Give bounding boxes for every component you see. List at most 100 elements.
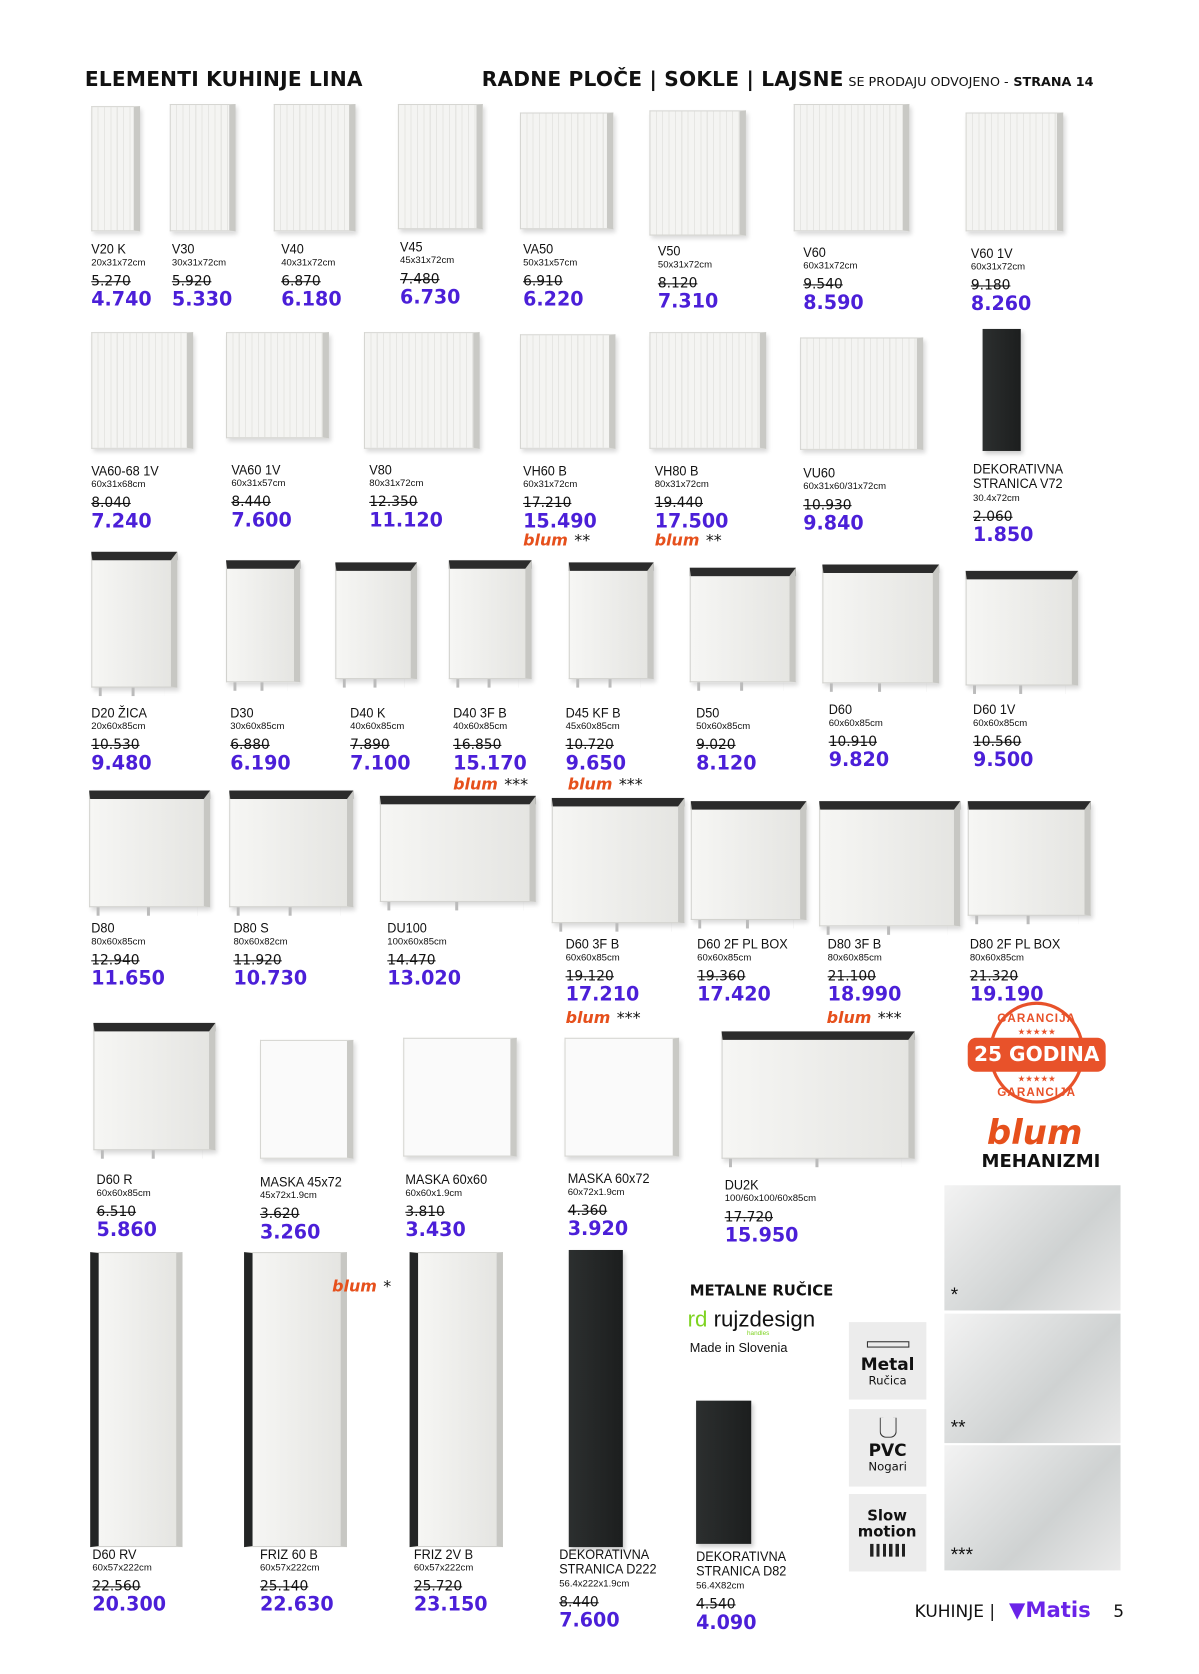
old-price: 6.910 xyxy=(523,273,563,290)
product-name: D30 xyxy=(230,704,254,721)
soft-close-bars-icon xyxy=(869,1543,906,1557)
product-dimensions: 56.4x222x1.9cm xyxy=(559,1577,630,1589)
product-item: VH60 B 60x31x72cm 17.210 15.490 xyxy=(523,464,597,532)
old-price: 16.850 xyxy=(453,737,502,754)
product-dimensions: 60x57x222cm xyxy=(92,1561,152,1573)
sale-price: 15.170 xyxy=(453,752,527,775)
product-item: D30 30x60x85cm 6.880 6.190 xyxy=(230,706,290,774)
blum-stars: ** xyxy=(705,530,722,550)
old-price: 10.930 xyxy=(803,497,852,514)
sale-price: 9.820 xyxy=(828,749,890,772)
product-name: MASKA 60x72 xyxy=(567,1170,650,1187)
product-dimensions: 60x72x1.9cm xyxy=(567,1186,625,1197)
product-dimensions: 80x31x72cm xyxy=(654,478,709,490)
sale-price: 9.500 xyxy=(973,749,1034,772)
sale-price: 7.600 xyxy=(559,1609,620,1632)
blum-badge: blum ** xyxy=(655,531,722,550)
sale-price: 17.210 xyxy=(565,983,640,1006)
right-title: RADNE PLOČE | SOKLE | LAJSNE xyxy=(481,67,844,92)
blum-logo: blum xyxy=(826,1008,872,1028)
handle-bar-icon xyxy=(866,1341,909,1348)
guarantee-stars-bottom: ★★★★★ xyxy=(1017,1073,1056,1084)
product-dimensions: 60x31x72cm xyxy=(523,478,578,490)
product-item: D80 3F B 80x60x85cm 21.100 18.990 xyxy=(828,937,902,1005)
product-dimensions: 80x60x82cm xyxy=(233,935,288,947)
old-price: 11.920 xyxy=(233,952,282,969)
old-price: 2.060 xyxy=(973,509,1013,526)
product-image xyxy=(91,106,141,232)
old-price: 10.530 xyxy=(91,737,140,754)
product-name: D60 2F PL BOX xyxy=(697,935,788,952)
blum-badge: blum *** xyxy=(566,1008,641,1027)
product-image xyxy=(259,1039,354,1159)
old-price: 7.890 xyxy=(350,737,390,754)
sale-price: 8.590 xyxy=(803,291,864,315)
mechanism-photo-3: *** xyxy=(944,1445,1121,1571)
product-item: VU60 60x31x60/31x72cm 10.930 9.840 xyxy=(803,466,886,534)
rujzdesign-logo: rd rujzdesign handles xyxy=(688,1307,816,1337)
sale-price: 3.920 xyxy=(567,1218,629,1241)
old-price: 9.180 xyxy=(970,278,1011,294)
product-name: VH60 B xyxy=(523,462,567,479)
old-price: 21.320 xyxy=(969,968,1019,985)
old-price: 6.880 xyxy=(230,737,270,754)
brand-name: rujzdesign xyxy=(713,1307,816,1332)
photo-stars: ** xyxy=(950,1416,966,1438)
product-dimensions: 30.4x72cm xyxy=(973,492,1020,503)
product-name: D60 1V xyxy=(973,701,1016,718)
feature-metal: Metal Ručica xyxy=(848,1322,927,1400)
sale-price: 6.220 xyxy=(523,288,584,311)
sale-price: 9.840 xyxy=(803,512,864,535)
product-item: MASKA 60x60 60x60x1.9cm 3.810 3.430 xyxy=(405,1173,494,1241)
old-price: 19.360 xyxy=(697,968,746,985)
old-price: 14.470 xyxy=(387,952,436,969)
product-dimensions: 56.4X82cm xyxy=(696,1579,745,1591)
product-dimensions: 40x60x85cm xyxy=(350,720,405,732)
product-name: VH80 B xyxy=(654,462,699,479)
product-name: V20 K xyxy=(91,240,126,257)
product-name: D80 2F PL BOX xyxy=(969,935,1061,952)
sale-price: 4.740 xyxy=(91,288,152,311)
feature-slow-motion: Slow motion xyxy=(848,1494,927,1572)
sale-price: 11.120 xyxy=(369,509,443,532)
sale-price: 9.650 xyxy=(565,752,626,775)
product-item: V40 40x31x72cm 6.870 6.180 xyxy=(281,242,341,310)
product-dimensions: 80x60x85cm xyxy=(91,935,146,947)
sale-price: 1.850 xyxy=(973,524,1034,547)
product-dimensions: 100x60x85cm xyxy=(387,935,447,947)
old-price: 25.720 xyxy=(413,1578,463,1595)
product-image xyxy=(519,334,616,449)
blum-logo: blum xyxy=(332,1276,377,1296)
product-name: D60 xyxy=(828,701,853,718)
product-dimensions: 80x60x85cm xyxy=(969,951,1024,963)
product-image xyxy=(363,332,480,449)
product-dimensions: 45x31x72cm xyxy=(400,254,455,266)
product-image xyxy=(965,112,1064,232)
product-name: DU100 xyxy=(387,919,427,936)
sale-price: 4.090 xyxy=(696,1611,757,1635)
old-price: 5.920 xyxy=(171,273,212,290)
product-dimensions: 40x60x85cm xyxy=(453,720,508,732)
sale-price: 22.630 xyxy=(259,1593,334,1617)
product-name: VU60 xyxy=(803,464,836,481)
product-image xyxy=(403,1037,517,1157)
product-item: VH80 B 80x31x72cm 19.440 17.500 xyxy=(655,464,729,532)
blum-logo: blum xyxy=(986,1112,1083,1153)
product-item: MASKA 60x72 60x72x1.9cm 4.360 3.920 xyxy=(568,1171,657,1239)
mechanism-photo-1: * xyxy=(944,1185,1121,1311)
product-dimensions: 45x60x85cm xyxy=(565,720,620,732)
guarantee-top-text: GARANCIJA xyxy=(997,1012,1077,1026)
product-image xyxy=(93,1022,216,1159)
product-image xyxy=(244,1252,347,1548)
product-dimensions: 40x31x72cm xyxy=(281,256,336,268)
product-image xyxy=(793,103,910,232)
product-name: D60 R xyxy=(96,1171,133,1188)
product-image xyxy=(519,112,614,230)
product-image xyxy=(822,564,940,692)
product-item: DU100 100x60x85cm 14.470 13.020 xyxy=(387,921,461,989)
old-price: 9.540 xyxy=(803,276,843,293)
product-item: V50 50x31x72cm 8.120 7.310 xyxy=(658,244,718,312)
product-image xyxy=(800,337,924,450)
sale-price: 8.260 xyxy=(970,292,1032,316)
